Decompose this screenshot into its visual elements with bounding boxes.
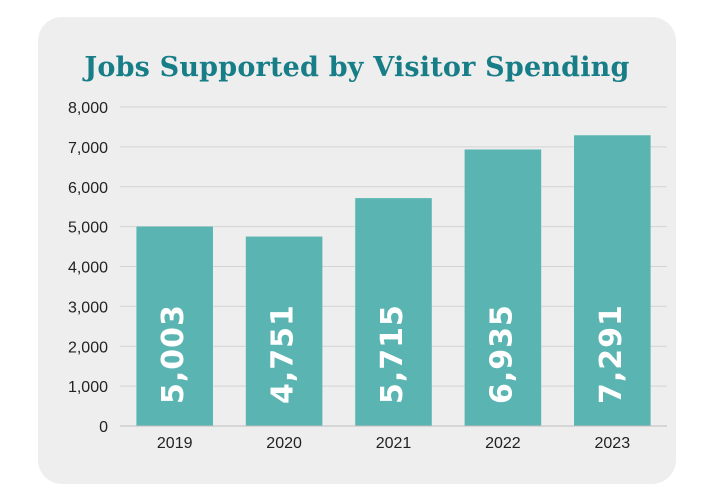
y-tick-label: 0 xyxy=(99,419,108,436)
y-tick-label: 4,000 xyxy=(68,260,108,277)
y-tick-label: 8,000 xyxy=(68,100,108,117)
x-tick-label: 2021 xyxy=(376,435,412,452)
bar-2021 xyxy=(355,198,432,426)
data-labels: 5,003 4,751 5,715 6,935 7,291 xyxy=(156,304,629,404)
bar-value-label: 7,291 xyxy=(594,304,629,404)
bar-2022 xyxy=(464,149,542,427)
x-tick-label: 2020 xyxy=(266,435,302,452)
y-tick-label: 6,000 xyxy=(68,180,108,197)
y-tick-label: 3,000 xyxy=(68,299,108,316)
bars xyxy=(136,135,651,427)
bar-value-label: 6,935 xyxy=(484,304,519,404)
bar-value-label: 5,003 xyxy=(156,304,191,404)
x-tick-label: 2022 xyxy=(485,435,521,452)
bar-2019 xyxy=(136,226,213,426)
x-axis-ticks: 2019 2020 2021 2022 2023 xyxy=(120,425,667,452)
y-axis-ticks: 0 1,000 2,000 3,000 4,000 5,000 6,000 7,000 8,00… xyxy=(68,100,108,436)
bar-value-label: 4,751 xyxy=(266,304,301,404)
y-tick-label: 5,000 xyxy=(68,220,108,237)
bar-2020 xyxy=(245,236,323,426)
y-tick-label: 2,000 xyxy=(68,339,108,356)
x-tick-label: 2023 xyxy=(595,435,631,452)
bar-2023 xyxy=(574,135,651,427)
x-tick-label: 2019 xyxy=(157,435,193,452)
y-tick-label: 7,000 xyxy=(68,140,108,157)
bar-value-label: 5,715 xyxy=(375,304,410,404)
chart-title: Jobs Supported by Visitor Spending xyxy=(84,52,630,83)
y-tick-label: 1,000 xyxy=(68,379,108,396)
